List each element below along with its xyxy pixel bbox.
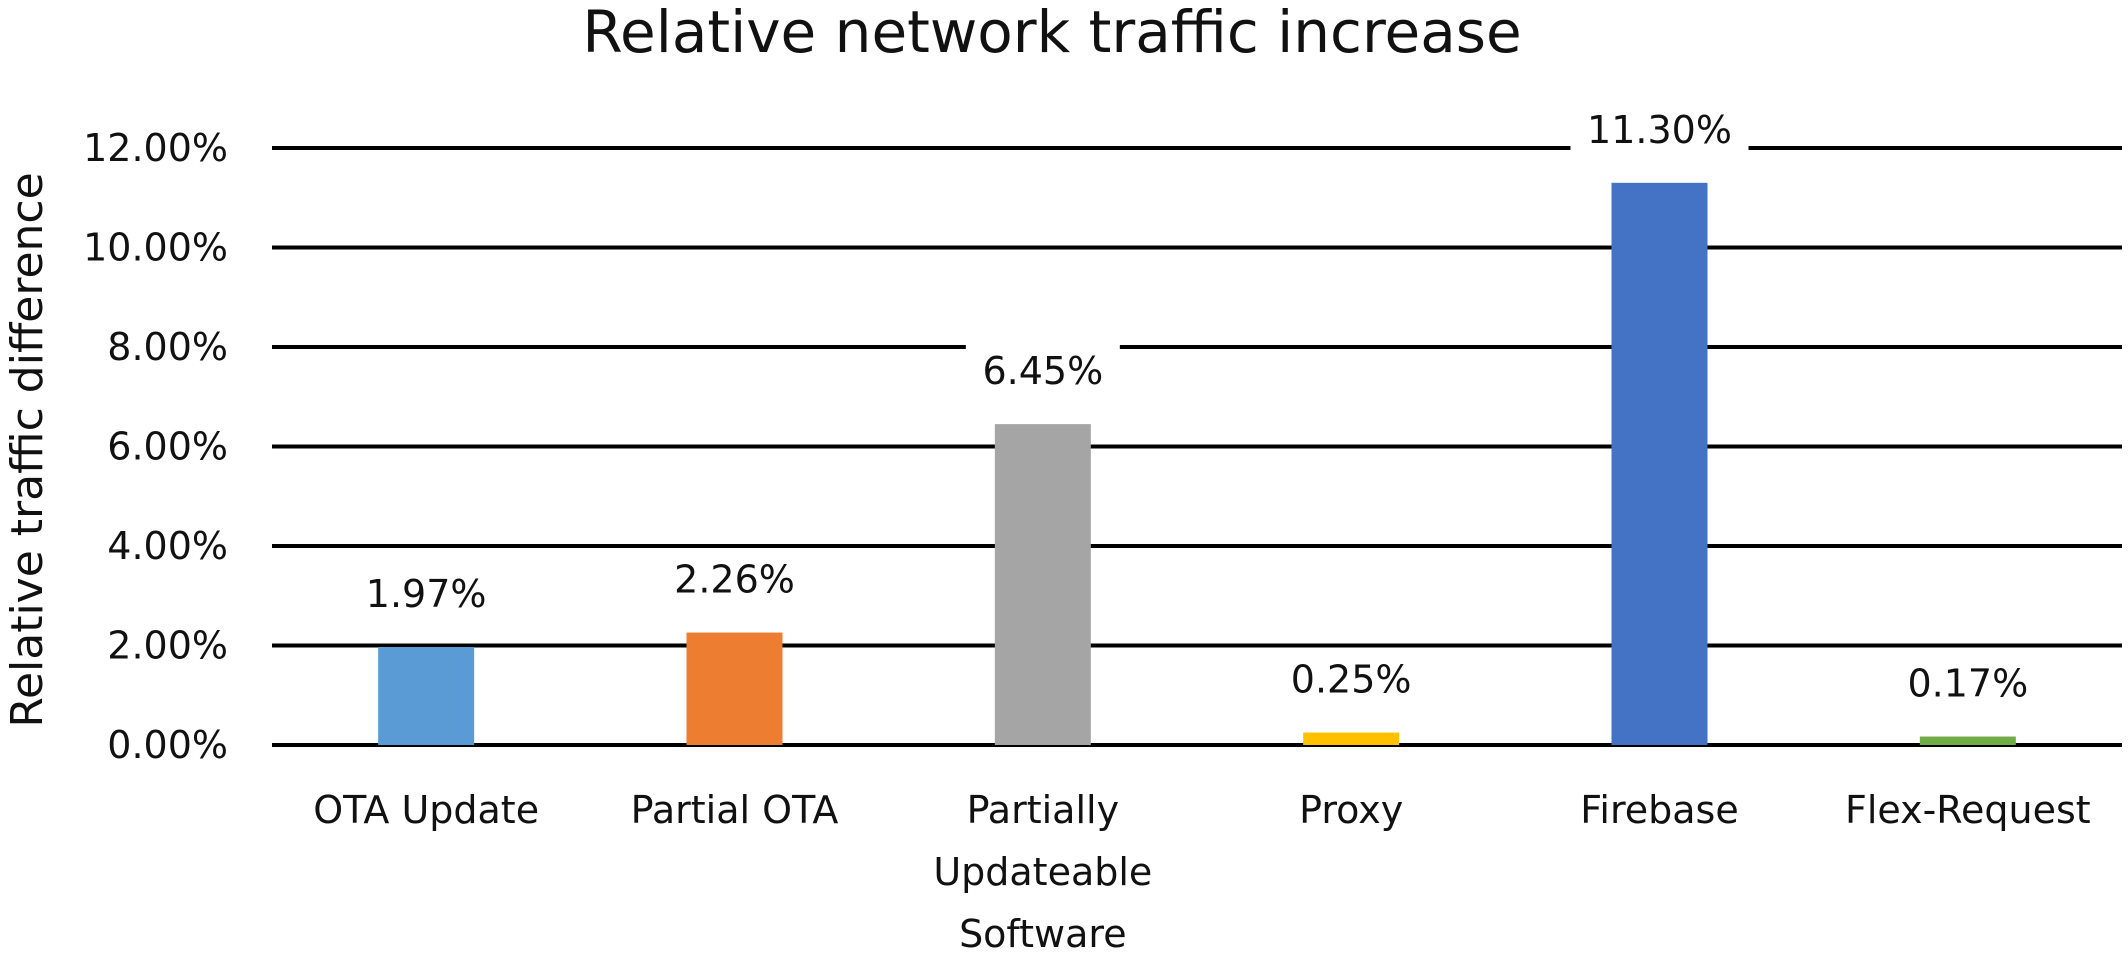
data-labels: 1.97% 2.26% 6.45% 0.25% 11.30% 0.17% [366,108,2028,706]
data-label: 11.30% [1587,108,1732,152]
data-label-background [1570,102,1749,159]
y-tick-label: 12.00% [83,126,228,170]
bars [378,182,2016,745]
data-label-background [1890,656,2045,713]
y-tick-label: 0.00% [107,723,228,767]
y-tick-label: 2.00% [107,624,228,668]
x-category-label: Flex-Request [1845,788,2091,832]
x-category-label: Partial OTA [631,788,839,832]
y-tick-labels: 0.00% 2.00% 4.00% 6.00% 8.00% 10.00% 12.00% [83,126,228,767]
data-label-background [1274,652,1429,709]
y-tick-label: 6.00% [107,425,228,469]
chart-title: Relative network traffic increase [582,0,1521,66]
x-category-label: Partially [967,788,1119,832]
y-tick-label: 10.00% [83,226,228,270]
data-label: 6.45% [982,349,1103,393]
data-label-background [965,344,1120,401]
data-label: 0.25% [1291,658,1412,702]
bar [378,646,475,745]
bar [686,632,783,745]
data-label: 0.17% [1907,662,2028,706]
x-category-labels: OTA Update Partial OTA Partially Updateable… [313,788,2090,953]
x-category-label: Updateable [933,850,1152,894]
y-tick-label: 8.00% [107,325,228,369]
y-axis-label: Relative traffic difference [2,172,53,727]
bar [1611,182,1708,745]
bar [1303,732,1400,745]
gridlines [272,146,2122,747]
x-category-label: OTA Update [313,788,539,832]
x-category-label: Firebase [1580,788,1738,832]
bar [994,424,1091,745]
x-category-label: Proxy [1299,788,1403,832]
data-label-background [657,552,812,609]
data-label-backgrounds [349,102,2045,713]
y-tick-label: 4.00% [107,524,228,568]
x-category-label: Software [959,912,1127,953]
data-label: 2.26% [674,558,795,602]
bar [1919,736,2016,745]
data-label: 1.97% [366,572,487,616]
data-label-background [349,566,504,623]
